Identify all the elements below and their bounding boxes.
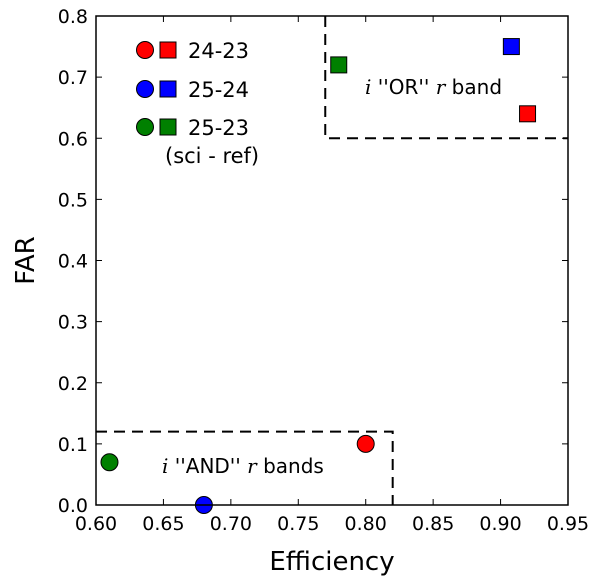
region-label-and-var2: r	[247, 454, 258, 478]
point-circle-24-23	[356, 434, 375, 453]
region-boxes	[96, 16, 568, 505]
y-tick-label: 0.2	[58, 373, 88, 395]
region-label-and-word: ''AND''	[168, 454, 247, 478]
y-tick-label: 0.5	[58, 189, 88, 211]
region-label-or-word: ''OR''	[371, 75, 435, 99]
x-tick-label: 0.65	[142, 513, 184, 535]
point-square-25-24	[502, 38, 520, 56]
legend-square-25-24	[159, 80, 177, 98]
region-box-and	[96, 430, 394, 505]
region-box-or	[324, 16, 568, 140]
legend-square-25-23	[159, 118, 177, 136]
x-tick-label: 0.90	[479, 513, 521, 535]
legend-label-25-24: 25-24	[188, 78, 249, 102]
x-axis-label: Efficiency	[269, 547, 394, 577]
x-tick-label: 0.60	[75, 513, 117, 535]
region-label-or-var1: i	[365, 75, 371, 99]
point-square-24-23	[519, 105, 537, 123]
y-tick-label: 0.7	[58, 67, 88, 89]
region-label-or: i ''OR'' r band	[365, 75, 502, 99]
y-tick-label: 0.6	[58, 128, 88, 150]
legend-circle-25-23	[136, 118, 154, 136]
x-tick-label: 0.85	[412, 513, 454, 535]
legend-label-24-23: 24-23	[188, 39, 249, 63]
y-axis-ticks: 0.0 0.1 0.2 0.3 0.4 0.5 0.6 0.7 0.8	[58, 6, 568, 517]
point-square-25-23	[330, 56, 348, 74]
region-label-and-tail: bands	[257, 454, 324, 478]
legend-square-24-23	[159, 41, 177, 59]
region-label-and: i ''AND'' r bands	[162, 454, 324, 478]
point-circle-25-23	[100, 453, 119, 472]
region-label-or-var2: r	[436, 75, 447, 99]
y-tick-label: 0.3	[58, 312, 88, 334]
x-tick-label: 0.80	[345, 513, 387, 535]
y-tick-label: 0.4	[58, 251, 88, 273]
x-tick-label: 0.75	[277, 513, 319, 535]
y-tick-label: 0.0	[58, 495, 88, 517]
y-tick-label: 0.1	[58, 434, 88, 456]
x-tick-label: 0.70	[210, 513, 252, 535]
data-points	[100, 38, 537, 514]
legend-label-25-23: 25-23	[188, 116, 249, 140]
legend-circle-24-23	[136, 41, 154, 59]
x-axis-ticks: 0.60 0.65 0.70 0.75 0.80 0.85 0.90 0.95	[75, 16, 589, 535]
y-axis-label: FAR	[11, 236, 41, 284]
legend-note: (sci - ref)	[165, 144, 259, 168]
region-label-and-var1: i	[162, 454, 168, 478]
x-tick-label: 0.95	[547, 513, 589, 535]
legend: 24-23 25-24 25-23	[136, 39, 249, 140]
region-label-or-tail: band	[445, 75, 502, 99]
y-tick-label: 0.8	[58, 6, 88, 28]
legend-circle-25-24	[136, 80, 154, 98]
